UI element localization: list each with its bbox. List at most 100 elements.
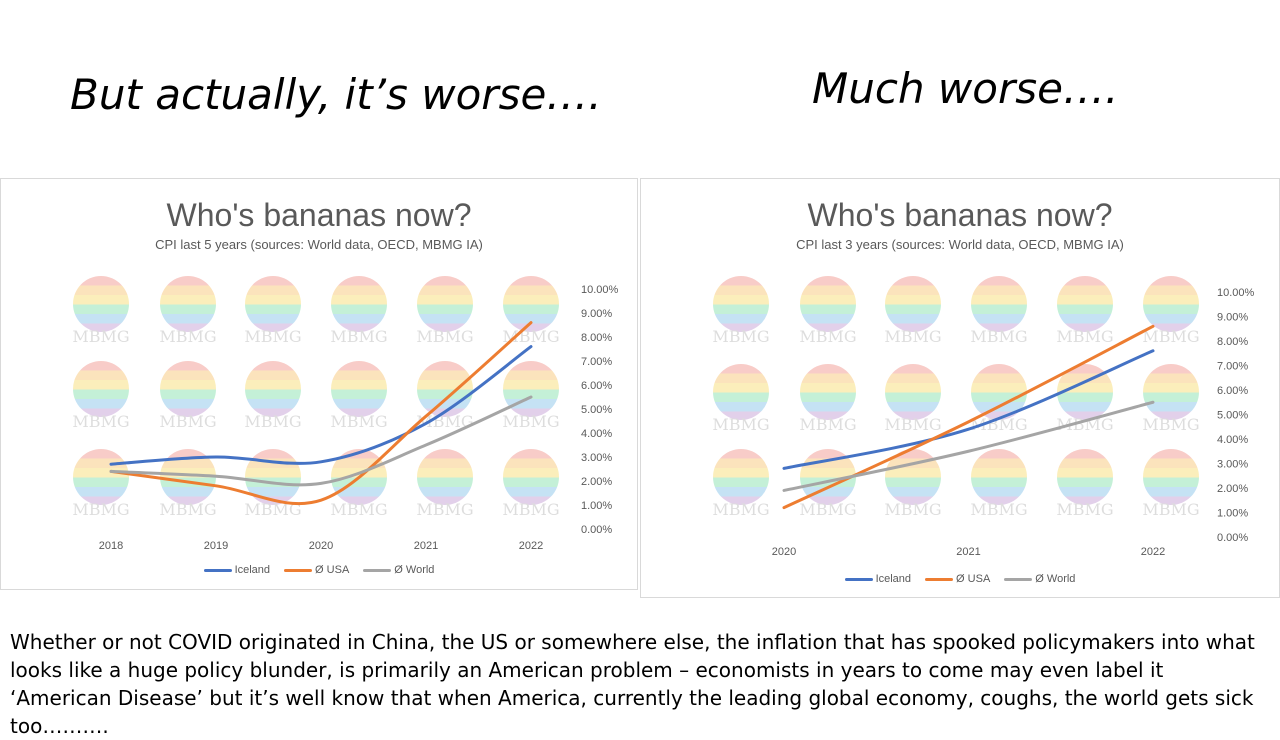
mbmg-logo: MBMG <box>159 361 217 431</box>
mbmg-logo: MBMG <box>799 276 857 346</box>
y-tick-label: 4.00% <box>581 428 612 440</box>
y-tick-label: 10.00% <box>1217 287 1255 299</box>
y-tick-label: 7.00% <box>1217 361 1248 373</box>
watermark-text: MBMG <box>884 415 941 434</box>
watermark-text: MBMG <box>799 500 856 519</box>
y-tick-label: 5.00% <box>581 404 612 416</box>
watermark-text: MBMG <box>159 412 216 431</box>
watermark-text: MBMG <box>244 500 301 519</box>
y-tick-label: 2.00% <box>1217 483 1248 495</box>
watermark-text: MBMG <box>159 327 216 346</box>
y-tick-label: 8.00% <box>581 332 612 344</box>
chart-legend: Iceland Ø USA Ø World <box>1 564 637 576</box>
y-tick-label: 5.00% <box>1217 410 1248 422</box>
chart-legend: Iceland Ø USA Ø World <box>641 573 1279 585</box>
mbmg-logo: MBMG <box>799 364 857 434</box>
mbmg-logo: MBMG <box>72 361 130 431</box>
y-tick-label: 6.00% <box>1217 385 1248 397</box>
mbmg-logo: MBMG <box>330 276 388 346</box>
watermark-text: MBMG <box>502 412 559 431</box>
watermark-text: MBMG <box>416 500 473 519</box>
chart-plot-area: MBMG MBMG MBMG MBMG MBMG MBMG MBMG MBMG MBMG MBMG… <box>72 276 619 552</box>
x-tick-label: 2021 <box>414 540 438 552</box>
watermark-text: MBMG <box>416 412 473 431</box>
legend-item-iceland: Iceland <box>203 564 271 576</box>
legend-label: Ø USA <box>956 573 991 585</box>
watermark-text: MBMG <box>159 500 216 519</box>
watermark-text: MBMG <box>884 500 941 519</box>
y-tick-label: 9.00% <box>581 308 612 320</box>
y-tick-label: 10.00% <box>581 284 619 296</box>
watermark-text: MBMG <box>884 327 941 346</box>
x-tick-label: 2020 <box>772 546 796 558</box>
x-tick-label: 2019 <box>204 540 228 552</box>
mbmg-logo: MBMG <box>72 449 130 519</box>
y-tick-label: 0.00% <box>581 524 612 536</box>
x-tick-label: 2022 <box>519 540 543 552</box>
legend-item-world: Ø World <box>363 564 434 576</box>
watermark-text: MBMG <box>970 415 1027 434</box>
watermark-text: MBMG <box>799 415 856 434</box>
watermark-text: MBMG <box>1056 500 1113 519</box>
legend-item-usa: Ø USA <box>284 564 349 576</box>
slide-title-left: But actually, it’s worse…. <box>70 70 602 119</box>
mbmg-logo: MBMG <box>1142 364 1200 434</box>
mbmg-logo: MBMG <box>72 276 130 346</box>
watermark-text: MBMG <box>502 327 559 346</box>
y-tick-label: 1.00% <box>1217 508 1248 520</box>
chart-panel-right: Who's bananas now? CPI last 3 years (sou… <box>640 178 1280 598</box>
mbmg-logo: MBMG <box>244 276 302 346</box>
series-line-iceland <box>109 345 533 466</box>
y-tick-label: 7.00% <box>581 356 612 368</box>
watermark-text: MBMG <box>244 412 301 431</box>
legend-label: Iceland <box>234 564 271 576</box>
series-line-usa <box>782 324 1155 510</box>
chart-subtitle: CPI last 5 years (sources: World data, O… <box>155 237 483 252</box>
watermark-text: MBMG <box>72 412 129 431</box>
mbmg-logo: MBMG <box>502 361 560 431</box>
legend-item-iceland: Iceland <box>844 573 912 585</box>
legend-item-usa: Ø USA <box>925 573 990 585</box>
y-tick-label: 6.00% <box>581 380 612 392</box>
y-tick-label: 3.00% <box>581 452 612 464</box>
mbmg-logo: MBMG <box>416 449 474 519</box>
x-tick-label: 2021 <box>956 546 980 558</box>
legend-swatch <box>284 568 313 572</box>
watermark-text: MBMG <box>1142 327 1199 346</box>
watermark-text: MBMG <box>712 415 769 434</box>
chart-panel-left: Who's bananas now? CPI last 5 years (sou… <box>0 178 638 590</box>
mbmg-logo: MBMG <box>970 449 1028 519</box>
watermark-text: MBMG <box>244 327 301 346</box>
y-tick-label: 0.00% <box>1217 532 1248 544</box>
watermark-text: MBMG <box>330 327 387 346</box>
chart-title: Who's bananas now? <box>807 197 1113 233</box>
mbmg-logo: MBMG <box>244 361 302 431</box>
legend-swatch <box>1004 577 1033 581</box>
mbmg-logo: MBMG <box>884 364 942 434</box>
watermark-text: MBMG <box>1142 415 1199 434</box>
x-tick-label: 2020 <box>309 540 333 552</box>
watermark-text: MBMG <box>1142 500 1199 519</box>
watermark-text: MBMG <box>72 327 129 346</box>
body-paragraph: Whether or not COVID originated in China… <box>10 630 1255 738</box>
series-line-iceland <box>782 349 1155 470</box>
mbmg-logo: MBMG <box>1056 364 1114 434</box>
y-tick-label: 4.00% <box>1217 434 1248 446</box>
watermark-text: MBMG <box>712 500 769 519</box>
y-tick-label: 1.00% <box>581 500 612 512</box>
legend-label: Iceland <box>875 573 912 585</box>
mbmg-logo: MBMG <box>712 449 770 519</box>
series-line-world <box>109 395 533 487</box>
series-line-world <box>782 400 1155 492</box>
legend-swatch <box>203 568 232 572</box>
mbmg-logo: MBMG <box>1142 276 1200 346</box>
mbmg-logo: MBMG <box>1056 276 1114 346</box>
y-tick-label: 3.00% <box>1217 459 1248 471</box>
mbmg-logo: MBMG <box>502 449 560 519</box>
mbmg-logo: MBMG <box>502 276 560 346</box>
mbmg-logo: MBMG <box>884 276 942 346</box>
watermark-text: MBMG <box>799 327 856 346</box>
mbmg-logo: MBMG <box>159 276 217 346</box>
mbmg-logo: MBMG <box>1142 449 1200 519</box>
mbmg-logo: MBMG <box>712 276 770 346</box>
